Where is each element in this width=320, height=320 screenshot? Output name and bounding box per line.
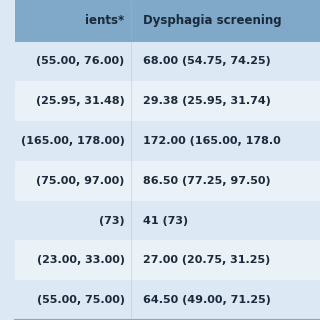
Text: (23.00, 33.00): (23.00, 33.00) bbox=[36, 255, 124, 265]
FancyBboxPatch shape bbox=[15, 161, 320, 201]
FancyBboxPatch shape bbox=[15, 240, 320, 280]
FancyBboxPatch shape bbox=[15, 201, 320, 240]
Text: (25.95, 31.48): (25.95, 31.48) bbox=[36, 96, 124, 106]
Text: (165.00, 178.00): (165.00, 178.00) bbox=[21, 136, 124, 146]
Text: 68.00 (54.75, 74.25): 68.00 (54.75, 74.25) bbox=[143, 57, 271, 67]
Text: 172.00 (165.00, 178.0: 172.00 (165.00, 178.0 bbox=[143, 136, 281, 146]
Text: 41 (73): 41 (73) bbox=[143, 216, 188, 226]
Text: 27.00 (20.75, 31.25): 27.00 (20.75, 31.25) bbox=[143, 255, 270, 265]
Text: 29.38 (25.95, 31.74): 29.38 (25.95, 31.74) bbox=[143, 96, 271, 106]
FancyBboxPatch shape bbox=[15, 81, 320, 121]
FancyBboxPatch shape bbox=[15, 42, 320, 81]
Text: 86.50 (77.25, 97.50): 86.50 (77.25, 97.50) bbox=[143, 176, 270, 186]
FancyBboxPatch shape bbox=[15, 121, 320, 161]
FancyBboxPatch shape bbox=[15, 280, 320, 320]
Text: (75.00, 97.00): (75.00, 97.00) bbox=[36, 176, 124, 186]
Text: ients*: ients* bbox=[85, 14, 124, 27]
Text: (55.00, 75.00): (55.00, 75.00) bbox=[36, 295, 124, 305]
Text: (55.00, 76.00): (55.00, 76.00) bbox=[36, 57, 124, 67]
Text: Dysphagia screening: Dysphagia screening bbox=[143, 14, 282, 27]
FancyBboxPatch shape bbox=[15, 0, 320, 42]
Text: 64.50 (49.00, 71.25): 64.50 (49.00, 71.25) bbox=[143, 295, 271, 305]
Text: (73): (73) bbox=[99, 216, 124, 226]
